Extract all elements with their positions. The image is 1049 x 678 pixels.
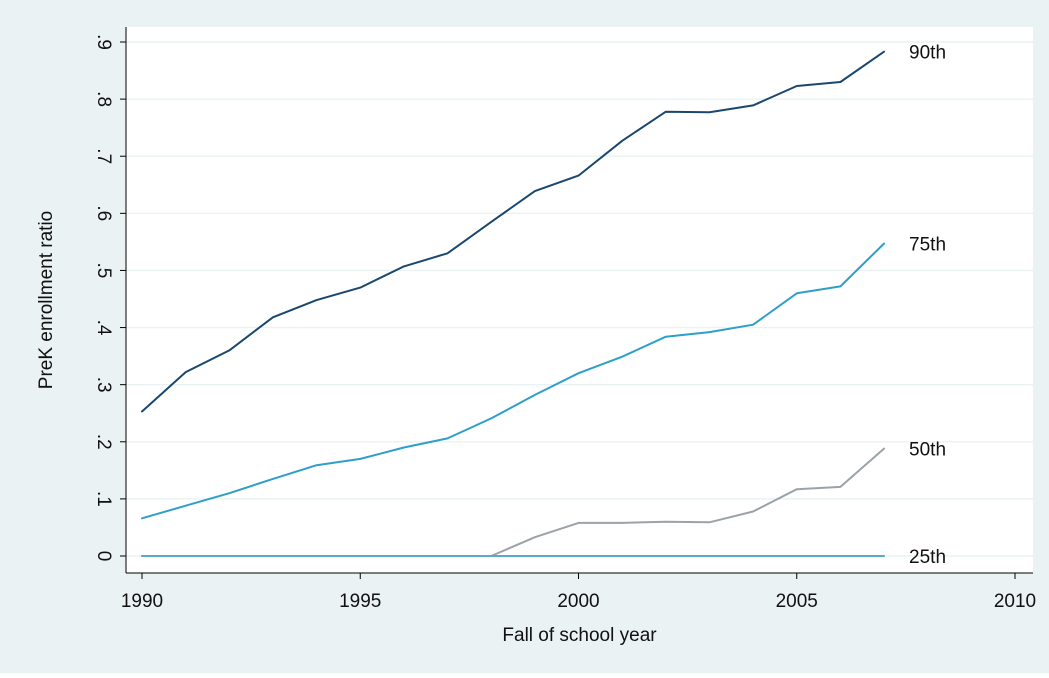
x-tick-label-2: 2000 (557, 591, 599, 612)
x-axis-title: Fall of school year (502, 625, 657, 646)
y-axis-title: PreK enrollment ratio (36, 211, 57, 389)
y-tick-label-5: .5 (93, 263, 114, 279)
series-label-90th: 90th (909, 43, 946, 64)
x-tick-label-4: 2010 (994, 591, 1036, 612)
x-tick-label-0: 1990 (121, 591, 163, 612)
y-tick-label-2: .2 (93, 434, 114, 450)
x-tick-label-3: 2005 (776, 591, 818, 612)
gridlines (126, 41, 1033, 557)
plot-area (126, 27, 1033, 573)
series-label-50th: 50th (909, 440, 946, 461)
y-tick-label-3: .3 (93, 377, 114, 393)
series-lines (141, 50, 885, 557)
series-labels: 90th 75th 50th 25th (909, 43, 946, 568)
y-tick-label-8: .8 (93, 91, 114, 107)
x-tick-label-1: 1995 (339, 591, 381, 612)
axes: 0 .1 .2 .3 .4 .5 .6 .7 .8 .9 1990 1995 2000 2005 2010 (93, 27, 1036, 612)
y-tick-label-6: .6 (93, 205, 114, 221)
y-tick-label-1: .1 (93, 491, 114, 507)
y-tick-label-7: .7 (93, 148, 114, 164)
series-label-25th: 25th (909, 547, 946, 568)
y-tick-label-9: .9 (93, 34, 114, 50)
y-tick-label-4: .4 (93, 320, 114, 336)
series-line-90th (141, 50, 885, 413)
series-line-75th (141, 242, 885, 520)
series-label-75th: 75th (909, 235, 946, 256)
y-tick-label-0: 0 (93, 551, 114, 562)
